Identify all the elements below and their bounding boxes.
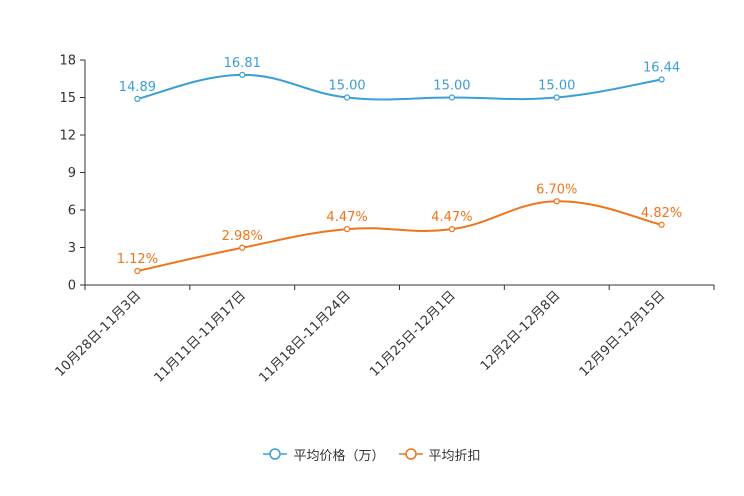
x-category-label: 12月2日-12月8日 xyxy=(478,288,564,374)
data-label: 1.12% xyxy=(117,252,158,267)
x-category-label: 11月25日-12月1日 xyxy=(367,288,459,380)
legend-item-avg-discount[interactable]: 平均折扣 xyxy=(398,445,481,464)
data-point[interactable] xyxy=(239,71,246,78)
x-category-label: 11月11日-11月17日 xyxy=(152,288,249,385)
data-point[interactable] xyxy=(553,94,560,101)
data-point[interactable] xyxy=(658,221,665,228)
data-label: 16.81 xyxy=(224,56,261,71)
data-label: 15.00 xyxy=(328,79,365,94)
x-category-label: 11月18日-11月24日 xyxy=(256,288,353,385)
data-point[interactable] xyxy=(553,198,560,205)
data-label: 4.47% xyxy=(326,210,367,225)
series-line-0 xyxy=(137,73,662,101)
data-point[interactable] xyxy=(343,226,351,233)
legend-label-avg-price: 平均价格（万） xyxy=(293,448,385,464)
data-point[interactable] xyxy=(658,76,665,83)
data-label: 2.98% xyxy=(222,229,263,244)
data-point[interactable] xyxy=(134,95,141,102)
y-tick-label: 0 xyxy=(68,279,76,294)
data-label: 15.00 xyxy=(538,79,575,94)
data-label: 15.00 xyxy=(433,79,470,94)
data-label: 4.82% xyxy=(641,206,682,221)
legend-line-circle-icon-price xyxy=(263,448,288,460)
y-tick-label: 9 xyxy=(68,166,76,181)
data-label: 6.70% xyxy=(536,182,577,197)
data-point[interactable] xyxy=(448,226,456,233)
data-point[interactable] xyxy=(448,94,456,101)
data-point[interactable] xyxy=(239,244,246,251)
data-label: 4.47% xyxy=(431,210,472,225)
x-category-label: 12月9日-12月15日 xyxy=(577,288,669,380)
y-tick-label: 3 xyxy=(68,241,76,256)
line-chart: 0 3 6 9 12 15 18 10月28日-11月3日 11月11日-11月17日 11月18… xyxy=(53,54,715,386)
legend-item-avg-price[interactable]: 平均价格（万） xyxy=(263,445,385,464)
data-point[interactable] xyxy=(343,94,351,101)
y-tick-label: 6 xyxy=(68,204,76,219)
y-tick-label: 12 xyxy=(59,129,76,144)
data-label: 16.44 xyxy=(643,61,680,76)
y-tick-label: 15 xyxy=(59,91,76,106)
legend-line-circle-icon-discount xyxy=(398,448,423,460)
x-category-label: 10月28日-11月3日 xyxy=(53,288,145,380)
data-point[interactable] xyxy=(134,267,141,275)
legend-label-avg-discount: 平均折扣 xyxy=(428,448,481,464)
y-tick-label: 18 xyxy=(59,54,76,69)
data-label: 14.89 xyxy=(119,80,156,95)
chart-legend: 平均价格（万） 平均折扣 xyxy=(0,443,744,465)
series-line-1 xyxy=(137,200,662,272)
